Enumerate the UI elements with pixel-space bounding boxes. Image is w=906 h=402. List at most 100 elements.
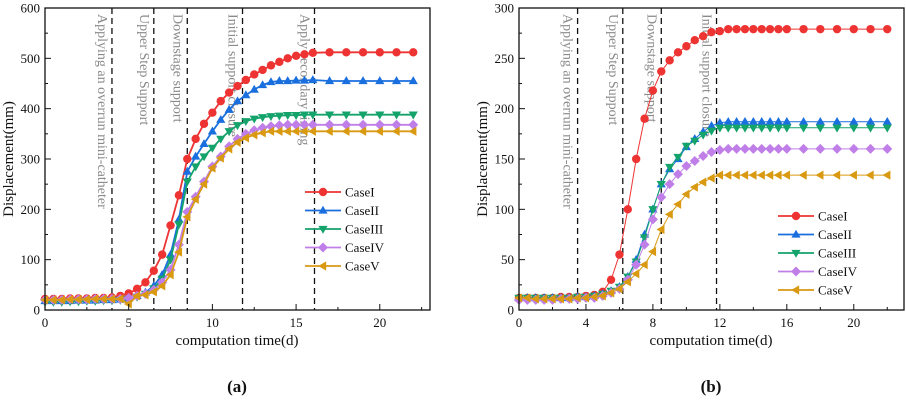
data-point [665, 163, 675, 172]
data-point [215, 153, 224, 163]
data-point [299, 126, 308, 136]
data-point [56, 295, 65, 305]
data-point [183, 154, 192, 164]
y-axis-label: Displacement(mm) [475, 101, 491, 217]
data-point [165, 249, 176, 258]
data-point [282, 126, 291, 136]
data-point [165, 256, 176, 265]
data-point [865, 143, 876, 154]
data-point [375, 48, 384, 57]
data-point [374, 126, 383, 136]
data-point [682, 42, 691, 51]
stage-label: Downstage support [643, 14, 658, 123]
data-point [199, 119, 209, 128]
data-point [530, 294, 539, 304]
panel-label: (b) [701, 377, 722, 396]
data-point [391, 126, 400, 136]
data-point [258, 65, 267, 75]
data-point [782, 124, 792, 133]
data-point [664, 179, 675, 190]
data-point [40, 295, 49, 305]
data-point [342, 48, 351, 57]
data-point [241, 75, 251, 85]
data-point [182, 178, 192, 187]
data-point [748, 116, 758, 125]
data-point [291, 75, 301, 84]
data-point [698, 31, 708, 41]
data-point [815, 116, 825, 125]
data-point [706, 127, 717, 136]
y-tick-label: 0 [508, 303, 515, 318]
data-point [639, 239, 650, 250]
legend-marker [791, 211, 801, 221]
data-point [564, 294, 573, 304]
data-point [408, 76, 418, 85]
data-point [408, 126, 417, 136]
data-point [849, 24, 858, 34]
data-point [849, 124, 859, 133]
data-point [690, 36, 699, 45]
data-point [865, 116, 876, 125]
y-tick-label: 250 [495, 51, 515, 66]
data-point [724, 24, 733, 34]
data-point [308, 111, 318, 120]
data-point [782, 116, 792, 125]
data-point [65, 294, 74, 305]
data-point [207, 144, 217, 153]
data-point [408, 111, 418, 120]
data-point [98, 294, 107, 304]
data-point [224, 88, 234, 97]
data-point [798, 143, 809, 154]
data-point [241, 90, 251, 99]
data-point [623, 277, 631, 287]
data-point [283, 76, 293, 85]
legend-marker [791, 249, 801, 258]
data-point [324, 76, 335, 85]
data-point [606, 288, 615, 298]
data-point [706, 173, 715, 183]
data-point [266, 61, 276, 70]
data-point [765, 170, 774, 180]
x-axis-label: computation time(d) [176, 333, 299, 349]
stage-label: Upper Step Support [136, 14, 151, 125]
data-point [233, 81, 242, 91]
data-point [706, 146, 717, 157]
data-point [765, 116, 775, 125]
data-point [191, 163, 201, 172]
x-tick-label: 15 [290, 315, 303, 330]
data-point [283, 112, 293, 121]
data-point [90, 294, 99, 304]
data-point [756, 170, 765, 180]
legend-label: CaseIII [345, 222, 383, 237]
data-point [739, 143, 750, 154]
data-point [631, 154, 641, 164]
data-point [190, 194, 199, 204]
data-point [341, 76, 351, 85]
data-point [832, 116, 842, 125]
legend-label: CaseV [818, 283, 853, 298]
data-point [798, 170, 807, 180]
data-point [816, 24, 825, 34]
data-point [748, 143, 759, 154]
data-point [606, 275, 616, 284]
data-point [249, 84, 259, 93]
legend-label: CaseII [818, 227, 852, 242]
data-point [681, 161, 692, 172]
legend-label: CaseII [345, 203, 379, 218]
legend-label: CaseIII [818, 246, 856, 261]
data-point [882, 116, 892, 125]
data-point [782, 24, 792, 34]
legend-marker [318, 225, 328, 234]
data-point [514, 293, 523, 303]
data-point [241, 133, 250, 143]
y-axis-label: Displacement(mm) [1, 101, 17, 217]
data-point [757, 124, 767, 133]
y-tick-label: 400 [21, 101, 41, 116]
x-tick-label: 0 [516, 315, 523, 330]
y-tick-label: 300 [21, 152, 41, 167]
data-point [832, 143, 843, 154]
data-point [572, 293, 581, 303]
y-tick-label: 0 [34, 303, 41, 318]
data-point [815, 170, 824, 180]
y-tick-label: 300 [495, 1, 515, 16]
